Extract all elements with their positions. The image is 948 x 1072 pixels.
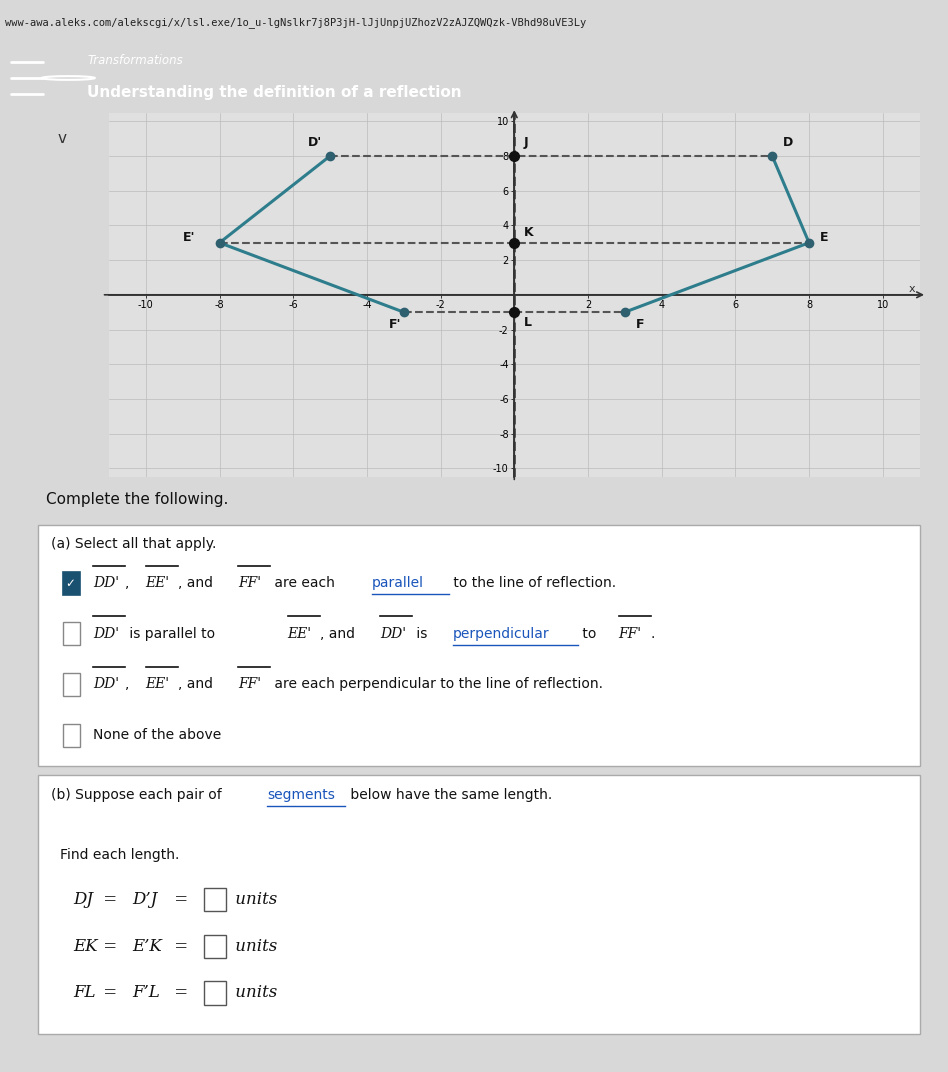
Text: F’L: F’L bbox=[133, 984, 160, 1001]
Text: ,: , bbox=[125, 678, 135, 691]
Text: perpendicular: perpendicular bbox=[453, 627, 550, 641]
Text: are each: are each bbox=[270, 576, 339, 591]
Text: =: = bbox=[170, 984, 193, 1001]
FancyBboxPatch shape bbox=[38, 525, 920, 766]
Text: =: = bbox=[170, 891, 193, 908]
Text: Complete the following.: Complete the following. bbox=[46, 492, 228, 507]
Text: FL: FL bbox=[73, 984, 96, 1001]
Text: DD': DD' bbox=[94, 576, 119, 591]
FancyBboxPatch shape bbox=[204, 981, 226, 1004]
Text: ✓: ✓ bbox=[65, 577, 76, 590]
Text: EE': EE' bbox=[287, 627, 312, 641]
FancyBboxPatch shape bbox=[204, 888, 226, 911]
Text: .: . bbox=[650, 627, 655, 641]
Text: J: J bbox=[523, 135, 528, 149]
Text: is: is bbox=[412, 627, 432, 641]
Text: to: to bbox=[578, 627, 601, 641]
Text: are each perpendicular to the line of reflection.: are each perpendicular to the line of re… bbox=[270, 678, 603, 691]
Text: DJ: DJ bbox=[73, 891, 93, 908]
Text: Find each length.: Find each length. bbox=[60, 848, 179, 862]
Text: , and: , and bbox=[177, 678, 217, 691]
Text: (b) Suppose each pair of: (b) Suppose each pair of bbox=[51, 788, 227, 802]
Text: D': D' bbox=[308, 135, 322, 149]
Text: segments: segments bbox=[267, 788, 335, 802]
Text: None of the above: None of the above bbox=[94, 728, 222, 742]
Text: E’K: E’K bbox=[133, 938, 162, 955]
Text: v: v bbox=[57, 131, 66, 146]
Text: units: units bbox=[230, 938, 278, 955]
FancyBboxPatch shape bbox=[63, 571, 81, 595]
Text: , and: , and bbox=[177, 576, 217, 591]
Text: (a) Select all that apply.: (a) Select all that apply. bbox=[51, 537, 216, 551]
Text: D’J: D’J bbox=[133, 891, 157, 908]
FancyBboxPatch shape bbox=[204, 935, 226, 958]
FancyBboxPatch shape bbox=[38, 775, 920, 1034]
Text: Transformations: Transformations bbox=[87, 55, 183, 68]
Text: , and: , and bbox=[319, 627, 359, 641]
Text: parallel: parallel bbox=[372, 576, 424, 591]
Text: ,: , bbox=[125, 576, 135, 591]
Text: =: = bbox=[170, 938, 193, 955]
Text: to the line of reflection.: to the line of reflection. bbox=[448, 576, 616, 591]
Text: EE': EE' bbox=[146, 678, 170, 691]
Text: E: E bbox=[820, 230, 829, 244]
Text: FF': FF' bbox=[239, 678, 262, 691]
Text: FF': FF' bbox=[239, 576, 262, 591]
Text: units: units bbox=[230, 891, 278, 908]
Text: F: F bbox=[636, 317, 645, 331]
Text: L: L bbox=[523, 316, 532, 329]
Text: =: = bbox=[98, 891, 122, 908]
Text: below have the same length.: below have the same length. bbox=[347, 788, 553, 802]
Text: =: = bbox=[98, 984, 122, 1001]
FancyBboxPatch shape bbox=[63, 673, 81, 696]
Text: EK: EK bbox=[73, 938, 98, 955]
Text: F': F' bbox=[389, 317, 402, 331]
Text: x: x bbox=[908, 284, 915, 294]
Text: units: units bbox=[230, 984, 278, 1001]
Text: DD': DD' bbox=[380, 627, 407, 641]
Text: EE': EE' bbox=[146, 576, 170, 591]
Text: Understanding the definition of a reflection: Understanding the definition of a reflec… bbox=[87, 85, 462, 100]
FancyBboxPatch shape bbox=[63, 724, 81, 746]
Text: E': E' bbox=[183, 230, 195, 244]
Text: www-awa.aleks.com/alekscgi/x/lsl.exe/1o_u-lgNslkr7j8P3jH-lJjUnpjUZhozV2zAJZQWQzk: www-awa.aleks.com/alekscgi/x/lsl.exe/1o_… bbox=[5, 17, 586, 28]
Text: D: D bbox=[783, 135, 793, 149]
Text: FF': FF' bbox=[619, 627, 642, 641]
Text: =: = bbox=[98, 938, 122, 955]
Text: DD': DD' bbox=[94, 627, 119, 641]
Text: DD': DD' bbox=[94, 678, 119, 691]
FancyBboxPatch shape bbox=[63, 623, 81, 645]
Text: is parallel to: is parallel to bbox=[125, 627, 220, 641]
Text: K: K bbox=[523, 226, 533, 239]
